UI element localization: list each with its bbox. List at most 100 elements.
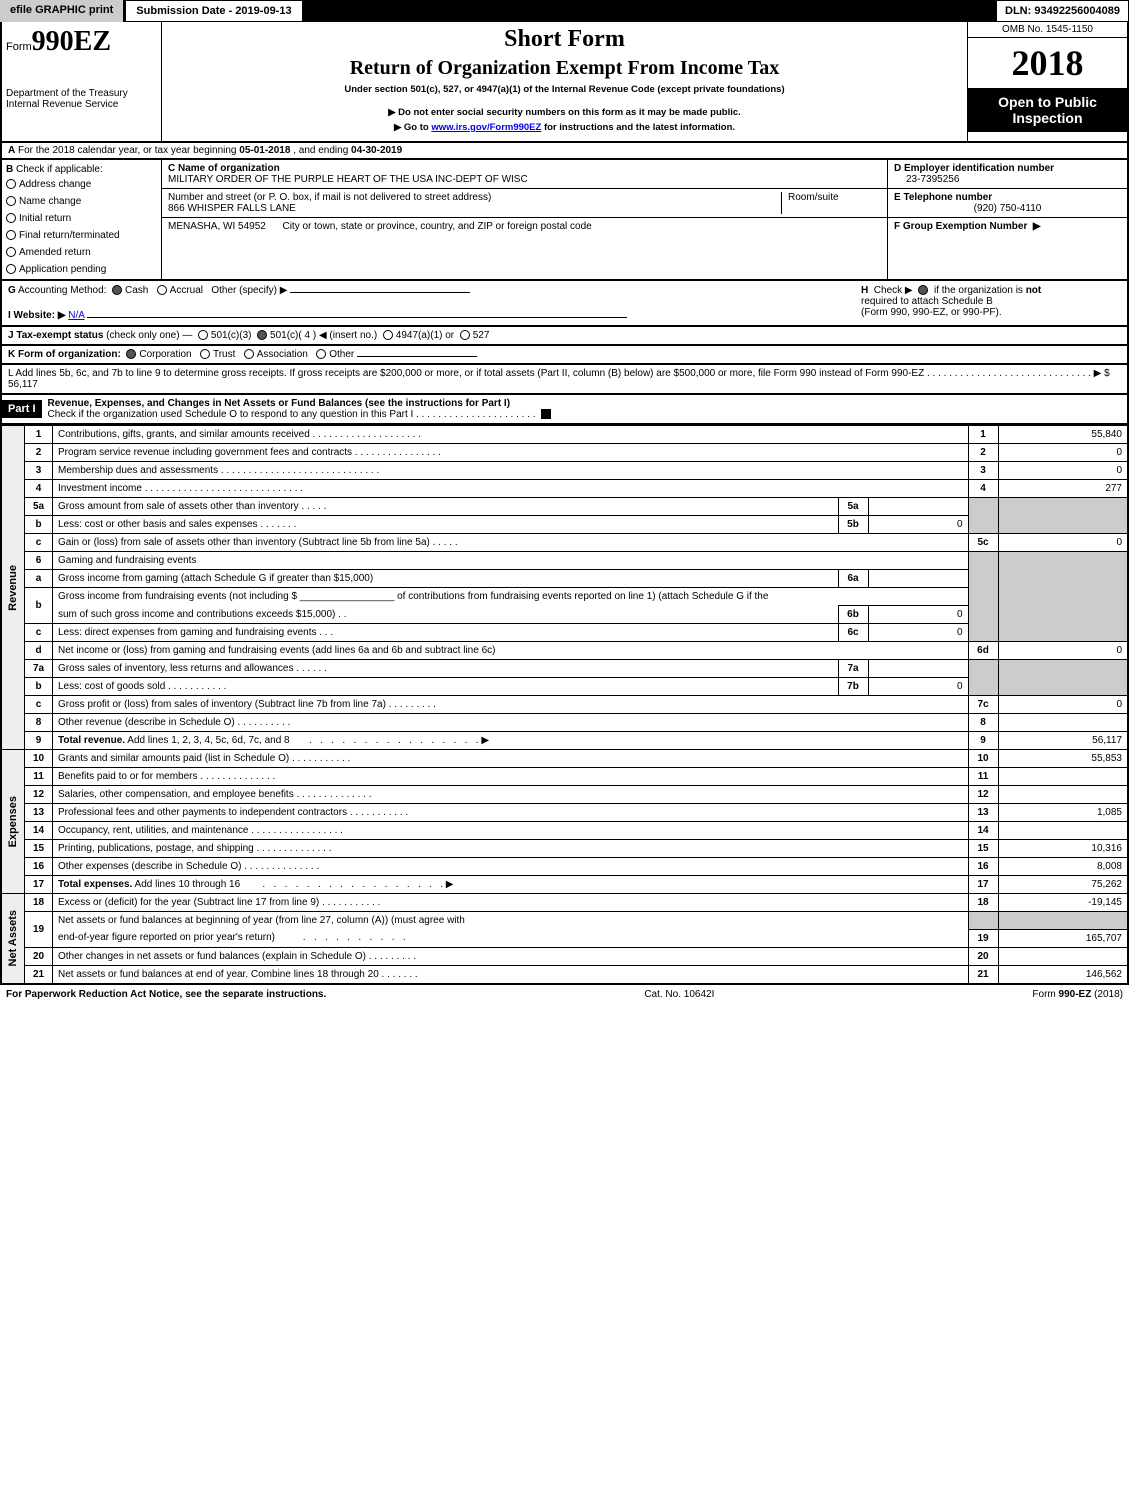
city-state-zip: MENASHA, WI 54952: [168, 221, 266, 232]
label-501c4: 501(c)( 4 ) ◀ (insert no.): [270, 330, 377, 341]
irs-label: Internal Revenue Service: [6, 99, 157, 110]
line-1-amt: 55,840: [998, 426, 1128, 444]
dln: DLN: 93492256004089: [996, 0, 1129, 22]
line-3-amt: 0: [998, 462, 1128, 480]
line-10-rnum: 10: [968, 750, 998, 768]
radio-association[interactable]: [244, 349, 254, 359]
line-7b-num: b: [25, 678, 53, 696]
line-12-desc: Salaries, other compensation, and employ…: [53, 786, 969, 804]
label-final-return: Final return/terminated: [19, 230, 120, 241]
footer-mid: Cat. No. 10642I: [644, 989, 714, 1000]
checkbox-schedule-o[interactable]: [541, 409, 551, 419]
checkbox-final-return[interactable]: [6, 230, 16, 240]
label-corporation: Corporation: [139, 349, 191, 360]
row-16: 16 Other expenses (describe in Schedule …: [1, 858, 1128, 876]
radio-accrual[interactable]: [157, 285, 167, 295]
line-2-rnum: 2: [968, 444, 998, 462]
radio-trust[interactable]: [200, 349, 210, 359]
radio-501c4[interactable]: [257, 330, 267, 340]
label-application-pending: Application pending: [19, 264, 106, 275]
form-header: Form990EZ Department of the Treasury Int…: [0, 22, 1129, 143]
ein-value: 23-7395256: [894, 174, 959, 185]
header-left: Form990EZ Department of the Treasury Int…: [2, 22, 162, 141]
checkbox-amended-return[interactable]: [6, 247, 16, 257]
line-16-rnum: 16: [968, 858, 998, 876]
line-12-num: 12: [25, 786, 53, 804]
row-17: 17 Total expenses. Add lines 10 through …: [1, 876, 1128, 894]
dept-treasury: Department of the Treasury: [6, 88, 157, 99]
radio-corporation[interactable]: [126, 349, 136, 359]
tel-value: (920) 750-4110: [894, 203, 1121, 214]
efile-print-button[interactable]: efile GRAPHIC print: [0, 0, 125, 22]
row-2: 2 Program service revenue including gove…: [1, 444, 1128, 462]
return-title: Return of Organization Exempt From Incom…: [166, 57, 963, 80]
row-15: 15 Printing, publications, postage, and …: [1, 840, 1128, 858]
radio-501c3[interactable]: [198, 330, 208, 340]
row-6d: d Net income or (loss) from gaming and f…: [1, 642, 1128, 660]
checkbox-name-change[interactable]: [6, 196, 16, 206]
line-10-num: 10: [25, 750, 53, 768]
line-6b-sublabel: 6b: [838, 606, 868, 624]
radio-other-org[interactable]: [316, 349, 326, 359]
section-j: J Tax-exempt status (check only one) — 5…: [0, 327, 1129, 346]
website-link[interactable]: N/A: [68, 310, 84, 321]
radio-527[interactable]: [460, 330, 470, 340]
check-if-applicable: Check if applicable:: [16, 164, 103, 175]
group-arrow: ▶: [1033, 221, 1041, 232]
row-7a: 7a Gross sales of inventory, less return…: [1, 660, 1128, 678]
other-org-line[interactable]: [357, 356, 477, 357]
line-6a-num: a: [25, 570, 53, 588]
line-17-desc: Total expenses. Add lines 10 through 16 …: [53, 876, 969, 894]
radio-4947[interactable]: [383, 330, 393, 340]
checkbox-h[interactable]: [918, 285, 928, 295]
line-20-desc: Other changes in net assets or fund bala…: [53, 947, 969, 965]
section-b-label: B: [6, 164, 13, 175]
line-18-amt: -19,145: [998, 894, 1128, 912]
row-12: 12 Salaries, other compensation, and emp…: [1, 786, 1128, 804]
tel-label: E Telephone number: [894, 192, 992, 203]
part1-title: Revenue, Expenses, and Changes in Net As…: [48, 398, 511, 409]
part1-header-row: Part I Revenue, Expenses, and Changes in…: [0, 395, 1129, 425]
line-5c-amt: 0: [998, 534, 1128, 552]
omb-number: OMB No. 1545-1150: [968, 22, 1127, 38]
line-6c-desc: Less: direct expenses from gaming and fu…: [53, 624, 839, 642]
section-g-h-i: G Accounting Method: Cash Accrual Other …: [0, 281, 1129, 327]
checkbox-initial-return[interactable]: [6, 213, 16, 223]
line-5c-num: c: [25, 534, 53, 552]
row-7c: c Gross profit or (loss) from sales of i…: [1, 696, 1128, 714]
other-specify-line[interactable]: [290, 292, 470, 293]
header-right: OMB No. 1545-1150 2018 Open to Public In…: [967, 22, 1127, 141]
line-20-rnum: 20: [968, 947, 998, 965]
line-10-amt: 55,853: [998, 750, 1128, 768]
row-14: 14 Occupancy, rent, utilities, and maint…: [1, 822, 1128, 840]
expenses-label: Expenses: [7, 796, 19, 847]
line-9-desc: Total revenue. Add lines 1, 2, 3, 4, 5c,…: [53, 732, 969, 750]
line-7b-sublabel: 7b: [838, 678, 868, 696]
line-18-desc: Excess or (deficit) for the year (Subtra…: [53, 894, 969, 912]
line-11-desc: Benefits paid to or for members . . . . …: [53, 768, 969, 786]
line-14-amt: [998, 822, 1128, 840]
line-7a-num: 7a: [25, 660, 53, 678]
begin-date: 05-01-2018: [239, 145, 290, 156]
net-assets-vertical: Net Assets: [1, 894, 25, 984]
grey-19: [968, 912, 998, 930]
label-cash: Cash: [125, 285, 148, 296]
checkbox-address-change[interactable]: [6, 179, 16, 189]
line-16-amt: 8,008: [998, 858, 1128, 876]
line-8-rnum: 8: [968, 714, 998, 732]
line-6a-desc: Gross income from gaming (attach Schedul…: [53, 570, 839, 588]
end-date: 04-30-2019: [351, 145, 402, 156]
label-4947: 4947(a)(1) or: [396, 330, 454, 341]
line-18-rnum: 18: [968, 894, 998, 912]
row-20: 20 Other changes in net assets or fund b…: [1, 947, 1128, 965]
label-initial-return: Initial return: [19, 213, 71, 224]
line-19-amt: 165,707: [998, 929, 1128, 947]
line-5a-subval: [868, 498, 968, 516]
row-21: 21 Net assets or fund balances at end of…: [1, 965, 1128, 984]
section-l: L Add lines 5b, 6c, and 7b to line 9 to …: [0, 365, 1129, 395]
form-label: Form: [6, 41, 32, 53]
goto-link[interactable]: www.irs.gov/Form990EZ: [431, 122, 541, 133]
checkbox-application-pending[interactable]: [6, 264, 16, 274]
line-3-desc: Membership dues and assessments . . . . …: [53, 462, 969, 480]
radio-cash[interactable]: [112, 285, 122, 295]
